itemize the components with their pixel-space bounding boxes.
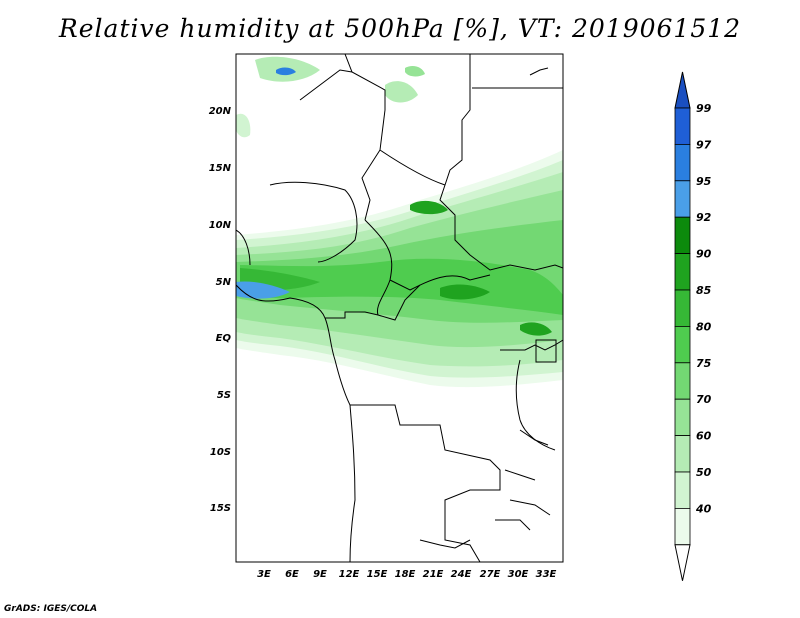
map-frame [235, 53, 564, 563]
humidity-contour-90b [410, 200, 448, 215]
colorbar-segment [674, 435, 691, 473]
colorbar-bottom-arrow [674, 544, 691, 581]
humidity-contour-80 [240, 258, 563, 315]
colorbar-segment [674, 180, 691, 218]
humidity-patch-west-edge [236, 113, 251, 138]
colorbar-level-label: 99 [696, 102, 712, 115]
lat-tick-label: 15N [209, 163, 232, 174]
colorbar-segment [674, 289, 691, 327]
humidity-contour-90a [440, 284, 490, 300]
lon-tick-label: 33E [536, 569, 557, 580]
lon-tick-label: 3E [257, 569, 271, 580]
colorbar-segment [674, 325, 691, 364]
lat-tick-label: 10S [210, 447, 231, 458]
colorbar-segment [674, 398, 691, 437]
colorbar-level-label: 85 [696, 284, 712, 297]
lon-tick-label: 12E [339, 569, 360, 580]
colorbar-level-label: 97 [696, 138, 712, 151]
colorbar-level-label: 95 [696, 175, 712, 188]
colorbar-segment [674, 362, 691, 400]
humidity-patch-north-center [385, 81, 418, 103]
humidity-field [236, 56, 563, 388]
lon-tick-label: 21E [423, 569, 444, 580]
humidity-contour-90c [520, 322, 552, 336]
colorbar-segment [674, 107, 691, 145]
humidity-contour-95 [236, 281, 290, 299]
lon-tick-label: 18E [395, 569, 416, 580]
colorbar-segment [674, 143, 691, 182]
lon-tick-label: 27E [480, 569, 501, 580]
colorbar: 99 97 95 92 90 85 80 75 70 60 50 40 [674, 71, 712, 581]
colorbar-level-label: 40 [695, 502, 712, 515]
credit-text: GrADS: IGES/COLA [4, 604, 98, 614]
humidity-patch-north-max [276, 67, 296, 76]
colorbar-segment [674, 253, 691, 291]
colorbar-top-arrow [674, 71, 691, 109]
country-borders [236, 54, 563, 562]
lat-tick-label: 5N [216, 277, 232, 288]
colorbar-level-label: 90 [696, 248, 712, 261]
lon-tick-label: 30E [508, 569, 529, 580]
lat-tick-label: 20N [209, 106, 232, 117]
colorbar-level-label: 80 [696, 320, 712, 333]
colorbar-level-label: 70 [696, 393, 712, 406]
lon-tick-label: 15E [367, 569, 388, 580]
longitude-axis: 3E 6E 9E 12E 15E 18E 21E 24E 27E 30E 33E [257, 569, 556, 580]
lat-tick-label: 15S [210, 503, 231, 514]
lat-tick-label: 5S [217, 390, 231, 401]
colorbar-level-label: 92 [696, 211, 712, 224]
colorbar-level-label: 50 [696, 466, 712, 479]
lon-tick-label: 6E [285, 569, 299, 580]
latitude-axis: 20N 15N 10N 5N EQ 5S 10S 15S [209, 106, 232, 514]
lat-tick-label: EQ [216, 333, 232, 344]
colorbar-segment [674, 507, 691, 546]
map-title: Relative humidity at 500hPa [%], VT: 201… [58, 14, 742, 43]
colorbar-level-label: 75 [696, 357, 712, 370]
colorbar-level-label: 60 [696, 430, 712, 443]
lat-tick-label: 10N [209, 220, 232, 231]
humidity-patch-north-east [405, 66, 425, 77]
colorbar-segment [674, 471, 691, 509]
lon-tick-label: 9E [313, 569, 327, 580]
lon-tick-label: 24E [451, 569, 472, 580]
colorbar-segment [674, 216, 691, 254]
